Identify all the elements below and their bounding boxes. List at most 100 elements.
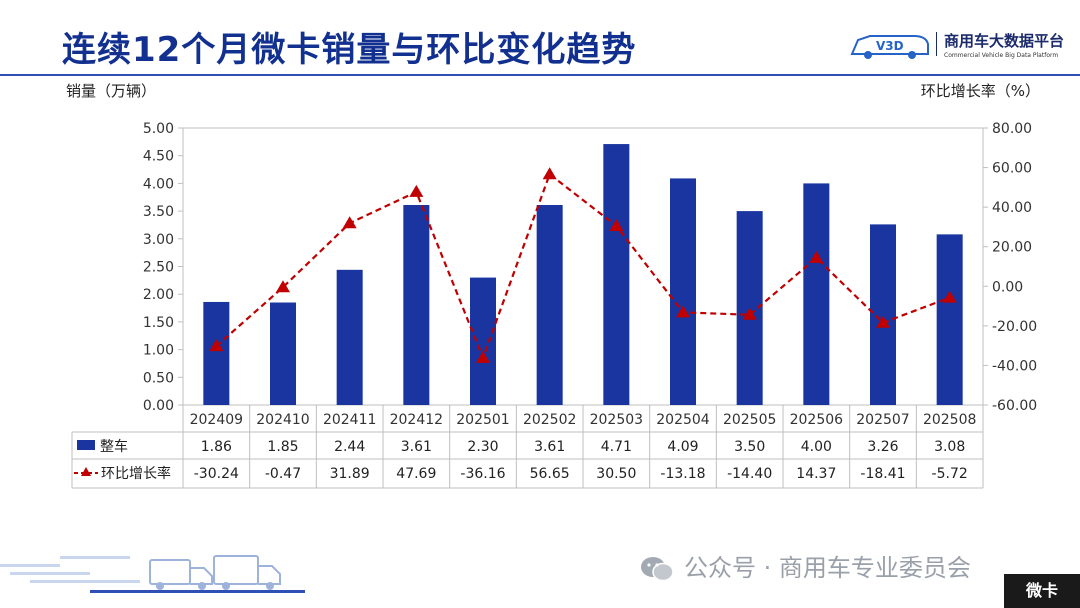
right-axis-tick-label: -60.00	[992, 398, 1037, 414]
x-axis-category-label: 202503	[590, 412, 643, 428]
sales-bar	[936, 234, 963, 405]
logo-text: 商用车大数据平台	[944, 32, 1065, 50]
sales-bar	[803, 183, 830, 405]
logo-subtitle: Commercial Vehicle Big Data Platform	[944, 52, 1059, 59]
growth-rate-marker	[742, 307, 757, 320]
sales-value-cell: 3.26	[867, 439, 898, 455]
sales-bar	[870, 224, 896, 405]
legend-bar-key	[77, 440, 95, 450]
sales-value-cell: 4.00	[801, 439, 832, 455]
x-axis-category-label: 202501	[456, 412, 509, 428]
sales-value-cell: 1.86	[201, 439, 232, 455]
platform-logo: V3D 商用车大数据平台 Commercial Vehicle Big Data…	[848, 26, 1070, 66]
growth-rate-value-cell: -5.72	[932, 466, 968, 482]
growth-rate-value-cell: -30.24	[194, 466, 239, 482]
growth-rate-value-cell: 56.65	[530, 466, 570, 482]
left-axis-tick-label: 4.50	[143, 149, 174, 165]
sales-value-cell: 4.09	[667, 439, 698, 455]
sales-value-cell: 3.61	[401, 439, 432, 455]
left-axis-tick-label: 2.50	[143, 260, 174, 276]
right-axis-tick-label: -20.00	[992, 319, 1037, 335]
left-axis-tick-label: 2.00	[143, 287, 174, 303]
x-axis-category-label: 202410	[256, 412, 309, 428]
plot-area-border	[182, 127, 984, 406]
left-axis-title: 销量（万辆）	[66, 82, 157, 100]
sales-bar	[203, 301, 230, 405]
left-axis-tick-label: 0.00	[143, 398, 174, 414]
growth-rate-marker	[409, 184, 424, 197]
x-axis-category-label: 202502	[523, 412, 576, 428]
sales-value-cell: 2.44	[334, 439, 365, 455]
x-axis-category-label: 202508	[923, 412, 976, 428]
growth-rate-value-cell: 31.89	[330, 466, 370, 482]
growth-rate-marker	[609, 218, 624, 231]
x-axis-category-label: 202505	[723, 412, 776, 428]
growth-rate-line	[215, 172, 951, 361]
wechat-icon	[641, 557, 674, 582]
growth-rate-marker	[542, 167, 557, 180]
growth-rate-value-cell: 14.37	[796, 466, 836, 482]
growth-rate-value-cell: -18.41	[860, 466, 905, 482]
logo-mark-text: V3D	[876, 39, 904, 53]
legend-line-marker	[81, 467, 91, 476]
growth-rate-marker	[276, 280, 290, 293]
sales-value-cell: 4.71	[601, 439, 632, 455]
growth-rate-marker	[809, 250, 824, 263]
growth-rate-marker	[342, 216, 357, 229]
x-axis-category-label: 202412	[390, 412, 443, 428]
legend-bar-label: 整车	[100, 438, 128, 455]
sales-bar	[470, 277, 496, 405]
logo-separator	[936, 32, 937, 56]
sales-bar	[270, 302, 296, 405]
left-axis-tick-label: 5.00	[143, 121, 174, 137]
x-axis-category-label: 202409	[190, 412, 243, 428]
x-axis-category-label: 202506	[790, 412, 844, 428]
growth-rate-marker	[209, 339, 224, 352]
x-axis-category-label: 202411	[323, 412, 376, 428]
growth-rate-value-cell: -0.47	[265, 466, 301, 482]
x-axis-category-label: 202504	[656, 412, 710, 428]
growth-rate-value-cell: -36.16	[460, 466, 505, 482]
right-axis-tick-label: 0.00	[992, 279, 1023, 295]
title-divider	[0, 74, 1080, 76]
sales-bar	[603, 144, 630, 406]
growth-rate-marker	[676, 305, 690, 318]
right-axis-tick-label: 80.00	[992, 121, 1032, 137]
truck-fleet-decoration-icon	[0, 555, 305, 593]
left-axis-tick-label: 0.50	[143, 370, 174, 386]
page-title: 连续12个月微卡销量与环比变化趋势	[62, 30, 637, 70]
sales-bar	[336, 269, 363, 405]
sales-value-cell: 3.61	[534, 439, 565, 455]
wechat-account-label: 公众号 · 商用车专业委员会	[640, 548, 971, 583]
right-axis-title: 环比增长率（%）	[920, 82, 1040, 100]
sales-value-cell: 3.08	[934, 439, 965, 455]
left-axis-tick-label: 3.50	[143, 204, 174, 220]
sales-value-cell: 3.50	[734, 439, 765, 455]
wechat-account-text: 公众号 · 商用车专业委员会	[684, 554, 971, 582]
sales-value-cell: 2.30	[467, 439, 498, 455]
sales-bar	[670, 178, 696, 405]
growth-rate-value-cell: 30.50	[596, 466, 636, 482]
right-axis-tick-label: 20.00	[992, 240, 1032, 256]
growth-rate-marker	[942, 290, 957, 303]
sales-bar	[536, 205, 563, 405]
left-axis-tick-label: 4.00	[143, 176, 174, 192]
left-axis-tick-label: 1.50	[143, 315, 174, 331]
growth-rate-value-cell: -13.18	[660, 466, 705, 482]
legend-line-label: 环比增长率	[101, 465, 171, 482]
category-tag: 微卡	[1004, 574, 1080, 608]
sales-value-cell: 1.85	[267, 439, 298, 455]
growth-rate-value-cell: 47.69	[396, 466, 436, 482]
growth-rate-value-cell: -14.40	[727, 466, 772, 482]
growth-rate-marker	[476, 350, 490, 363]
left-axis-tick-label: 1.00	[143, 343, 174, 359]
right-axis-tick-label: -40.00	[992, 358, 1037, 374]
sales-bar	[403, 205, 430, 405]
right-axis-tick-label: 40.00	[992, 200, 1032, 216]
truck-logo-icon: V3D	[850, 35, 929, 59]
left-axis-tick-label: 3.00	[143, 232, 174, 248]
x-axis-category-label: 202507	[856, 412, 909, 428]
growth-rate-marker	[876, 315, 890, 328]
right-axis-tick-label: 60.00	[992, 161, 1032, 177]
